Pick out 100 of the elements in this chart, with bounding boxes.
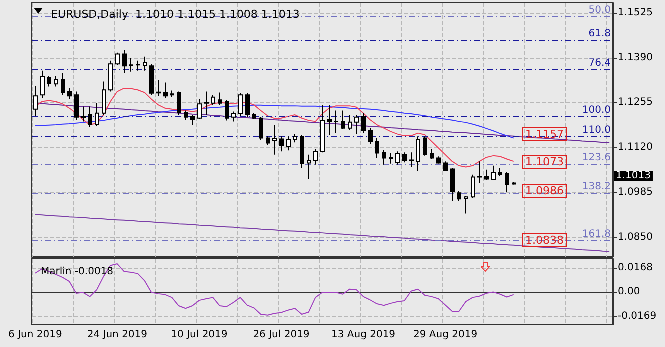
ref-line-label: 76.4 xyxy=(588,58,611,69)
line-series xyxy=(34,104,514,139)
candlestick xyxy=(115,52,120,66)
candlestick xyxy=(450,168,455,202)
candlestick xyxy=(67,88,72,100)
candlestick xyxy=(225,100,229,122)
candlestick xyxy=(272,124,277,156)
ref-line-label: 161.8 xyxy=(582,228,611,240)
candlestick xyxy=(177,91,181,116)
candlestick xyxy=(190,114,195,126)
candlestick xyxy=(293,133,297,144)
candlestick xyxy=(436,156,441,164)
x-tick-label: 13 Aug 2019 xyxy=(331,330,396,340)
candlestick xyxy=(122,50,127,74)
candlestick xyxy=(382,149,386,166)
ref-line-label: 110.0 xyxy=(582,125,611,136)
candlestick xyxy=(33,86,38,117)
candlestick xyxy=(334,110,338,134)
candlestick xyxy=(286,136,291,152)
line-series xyxy=(34,264,514,316)
text: 1.1013 xyxy=(616,170,651,182)
candlestick xyxy=(423,136,427,156)
candlestick xyxy=(443,161,448,172)
candlestick xyxy=(81,106,86,122)
candlestick xyxy=(279,136,284,152)
candlestick xyxy=(341,110,345,130)
ref-line-label: 138.2 xyxy=(582,182,611,193)
candlestick xyxy=(231,111,236,122)
candlestick xyxy=(245,92,250,118)
ref-line-label: 50.0 xyxy=(588,5,611,16)
y-tick-label: -0.0169 xyxy=(618,311,657,322)
candlestick xyxy=(464,196,468,214)
candlestick xyxy=(252,112,256,120)
candlestick xyxy=(156,80,161,97)
ref-line-label: 61.8 xyxy=(588,28,611,40)
y-tick-label: 1.1120 xyxy=(618,142,653,154)
candlestick xyxy=(361,112,366,134)
y-tick-label: 0.0168 xyxy=(618,262,653,274)
annotation: 1.1157 xyxy=(526,128,564,141)
candlestick xyxy=(170,90,174,98)
candlestick xyxy=(409,152,414,168)
annotation: 1.0986 xyxy=(526,184,564,198)
candlestick xyxy=(368,128,373,144)
candlestick xyxy=(61,72,65,96)
x-tick-label: 29 Aug 2019 xyxy=(414,330,478,340)
candlestick xyxy=(484,169,489,182)
candlestick xyxy=(477,161,482,184)
candlestick xyxy=(266,136,270,146)
candlestick xyxy=(88,106,92,128)
candlestick xyxy=(313,148,318,166)
candlestick xyxy=(163,82,168,99)
candlestick xyxy=(204,91,209,116)
x-tick-label: 26 Jul 2019 xyxy=(253,330,310,340)
candlestick xyxy=(395,151,400,166)
candlestick xyxy=(457,191,461,202)
candlestick xyxy=(149,64,154,96)
candlestick xyxy=(505,172,509,193)
candlestick xyxy=(471,174,475,199)
y-tick-label: 1.0850 xyxy=(618,232,653,243)
candlestick xyxy=(102,81,106,116)
y-tick-label: 0.00 xyxy=(618,286,640,298)
candlestick xyxy=(498,168,502,178)
candlestick xyxy=(108,60,113,92)
candlestick xyxy=(307,154,311,180)
candlestick xyxy=(354,114,359,134)
x-tick-label: 10 Jul 2019 xyxy=(171,330,228,340)
candlestick xyxy=(184,110,188,121)
candlestick xyxy=(512,182,516,186)
candlestick xyxy=(430,148,434,160)
y-tick-label: 1.1255 xyxy=(618,97,653,108)
candlestick xyxy=(143,56,147,72)
annotation: 1.0838 xyxy=(526,234,564,247)
y-tick-label: 1.1390 xyxy=(618,52,653,64)
candlestick xyxy=(136,60,140,72)
candlestick xyxy=(389,152,393,164)
candlestick xyxy=(300,134,304,169)
candlestick xyxy=(238,92,243,117)
candlestick xyxy=(129,58,133,72)
candlestick xyxy=(416,136,420,172)
x-tick-label: 24 Jun 2019 xyxy=(87,330,148,340)
candlestick xyxy=(54,76,58,88)
candlestick xyxy=(211,94,215,106)
y-tick-label: 1.1525 xyxy=(618,7,653,18)
candlestick xyxy=(47,76,51,88)
candlestick xyxy=(95,102,99,127)
text: EURUSD,Daily 1.1010 1.1015 1.1008 1.1013 xyxy=(51,8,300,21)
candlestick xyxy=(320,104,325,154)
y-tick-label: 1.0985 xyxy=(618,187,653,198)
candlestick xyxy=(218,92,222,106)
ref-line-label: 100.0 xyxy=(582,105,611,116)
x-tick-label: 6 Jun 2019 xyxy=(8,330,62,340)
candlestick xyxy=(197,98,202,120)
ref-line-label: 123.6 xyxy=(582,152,611,164)
candlestick xyxy=(491,165,496,182)
candlestick xyxy=(375,138,379,159)
line-series xyxy=(34,214,610,252)
candlestick xyxy=(402,152,407,164)
candlestick xyxy=(327,104,332,136)
annotation: 1.1073 xyxy=(526,156,564,169)
candlestick xyxy=(259,116,263,140)
